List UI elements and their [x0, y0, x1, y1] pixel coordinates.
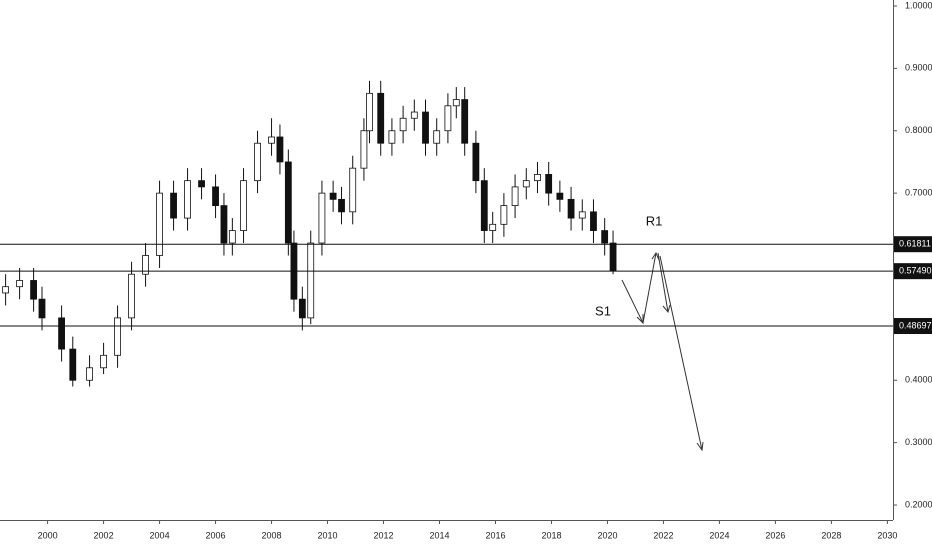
x-tick-label: 2018	[541, 530, 561, 540]
candle-body	[511, 186, 519, 207]
candle-body	[489, 223, 497, 231]
candle-body	[38, 298, 46, 319]
candle-body	[461, 99, 469, 144]
x-tick-label: 2014	[429, 530, 449, 540]
arrow-head	[696, 441, 704, 452]
y-tick-label: 1.00000	[905, 0, 932, 10]
candle-body	[128, 273, 135, 319]
candle-body	[276, 136, 284, 163]
x-tick-label: 2004	[150, 530, 170, 540]
y-tick-label: 0.90000	[905, 63, 932, 73]
x-tick-label: 2008	[262, 530, 282, 540]
candle-body	[360, 130, 368, 169]
candle-body	[567, 198, 575, 219]
x-tick-label: 2028	[821, 530, 841, 540]
candle-body	[212, 186, 219, 207]
candle-body	[58, 317, 65, 350]
candle-body	[522, 180, 530, 188]
candle-body	[452, 99, 460, 107]
candle-body	[254, 142, 261, 182]
arrow	[642, 252, 657, 324]
level-label: 0.61811	[899, 239, 931, 249]
x-tick-label: 2016	[485, 530, 505, 540]
candle-body	[156, 192, 163, 256]
level-label: 0.48697	[899, 320, 932, 330]
candle-body	[601, 230, 609, 244]
arrow	[659, 255, 703, 451]
candle-body	[556, 192, 564, 200]
projection-arrows	[621, 251, 704, 452]
candle-body	[284, 161, 292, 244]
candle-body	[590, 211, 597, 231]
candle-body	[240, 180, 247, 231]
candle-body	[198, 180, 205, 188]
candle-body	[228, 230, 236, 244]
candle-body	[338, 198, 345, 213]
x-tick-label: 2020	[597, 530, 617, 540]
candle-body	[349, 167, 357, 213]
arrow-head	[651, 251, 660, 261]
arrow-head	[662, 304, 671, 314]
candle-body	[366, 92, 373, 132]
candle-body	[422, 111, 429, 144]
candle-body	[30, 280, 37, 300]
level-label-box	[894, 318, 932, 335]
candle-body	[114, 317, 121, 356]
candle-body	[318, 192, 326, 244]
candle-body	[534, 174, 541, 182]
candle-body	[16, 280, 23, 288]
annotation: S1	[595, 303, 611, 318]
candle-body	[86, 367, 93, 381]
candle-body	[170, 192, 177, 219]
candle-body	[220, 205, 228, 244]
x-tick-label: 2024	[709, 530, 729, 540]
candle-body	[307, 242, 315, 319]
candle-body	[268, 136, 275, 144]
level-label-box	[894, 236, 932, 253]
level-label: 0.57490	[899, 266, 932, 276]
x-tick-label: 2000	[38, 530, 58, 540]
x-tick-label: 2030	[877, 530, 897, 540]
candle-body	[100, 354, 107, 369]
candle-body	[2, 286, 9, 294]
arrow	[657, 252, 669, 313]
candle-body	[578, 211, 586, 219]
candle-body	[480, 180, 488, 231]
arrow	[621, 279, 644, 324]
candle-body	[377, 92, 385, 144]
x-tick-label: 2012	[373, 530, 393, 540]
candle-body	[69, 348, 77, 381]
candle-body	[298, 298, 306, 319]
candle-body	[329, 192, 337, 200]
candle-body	[433, 130, 441, 144]
annotation: R1	[646, 213, 663, 228]
candle-body	[184, 180, 191, 219]
level-label-box	[894, 263, 932, 280]
candle-body	[142, 255, 149, 275]
x-tick-label: 2010	[318, 530, 338, 540]
candle-body	[410, 111, 418, 119]
candle-body	[545, 174, 553, 194]
candle-body	[399, 117, 407, 132]
x-tick-label: 2002	[94, 530, 114, 540]
candle-body	[609, 242, 617, 272]
candle-body	[500, 205, 508, 225]
x-tick-label: 2006	[206, 530, 226, 540]
candle-body	[388, 130, 396, 144]
candle-body	[444, 105, 452, 132]
x-tick-label: 2022	[653, 530, 673, 540]
candle-body	[472, 142, 480, 182]
x-tick-label: 2026	[765, 530, 785, 540]
